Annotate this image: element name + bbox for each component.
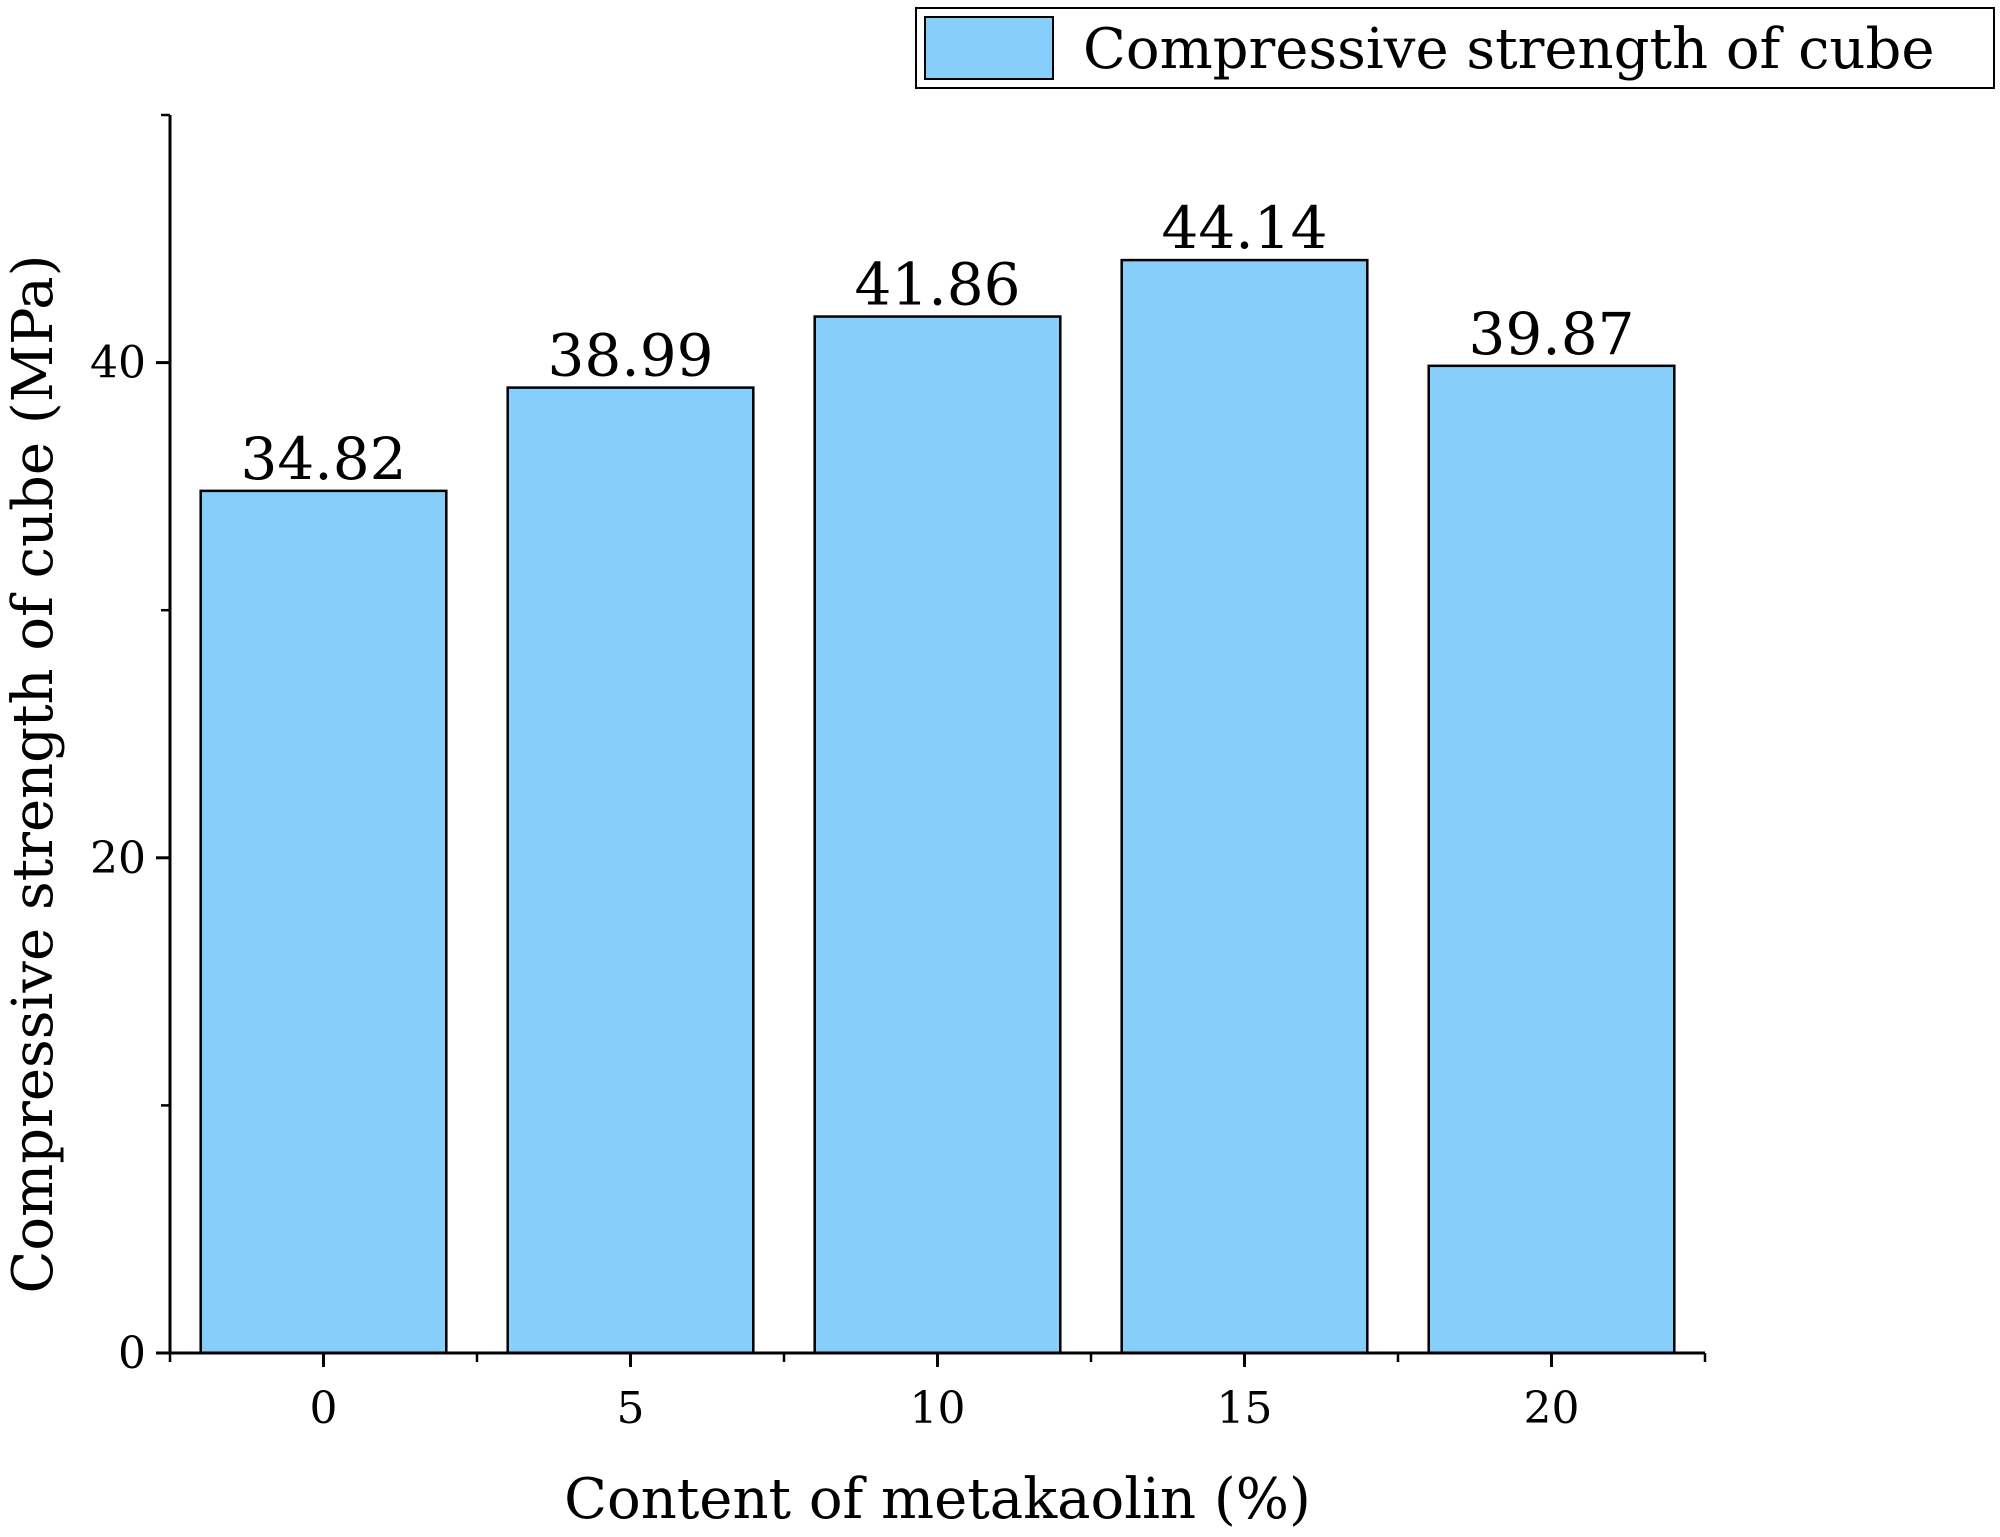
ticks-layer: 0 5 10 15 20 0 20 40 [90, 113, 1707, 1434]
data-label-20: 39.87 [1468, 300, 1634, 368]
legend-swatch [924, 16, 1054, 80]
bar-0 [199, 489, 448, 1355]
y-axis-title: Compressive strength of cube (MPa) [1, 255, 66, 1294]
bar-5 [506, 386, 755, 1355]
x-tick-label-10: 10 [910, 1383, 966, 1434]
data-label-15: 44.14 [1161, 194, 1327, 262]
bar-20 [1427, 364, 1676, 1355]
data-label-10: 41.86 [854, 251, 1020, 319]
bars-layer [199, 258, 1676, 1355]
y-tick-label-0: 0 [118, 1328, 146, 1379]
legend: Compressive strength of cube [915, 7, 1995, 89]
legend-box [915, 7, 1995, 89]
x-tick-label-5: 5 [617, 1383, 645, 1434]
bar-10 [813, 315, 1062, 1355]
bar-15 [1120, 258, 1369, 1355]
x-axis-title: Content of metakaolin (%) [564, 1467, 1311, 1532]
data-label-0: 34.82 [240, 425, 406, 493]
labels-layer: 34.82 38.99 41.86 44.14 39.87 [240, 194, 1634, 493]
legend-entry-label: Compressive strength of cube [1083, 17, 1934, 82]
y-tick-label-40: 40 [90, 338, 146, 389]
x-tick-label-15: 15 [1217, 1383, 1273, 1434]
x-tick-label-0: 0 [310, 1383, 338, 1434]
x-tick-label-20: 20 [1524, 1383, 1580, 1434]
y-tick-label-20: 20 [90, 833, 146, 884]
data-label-5: 38.99 [547, 322, 713, 390]
